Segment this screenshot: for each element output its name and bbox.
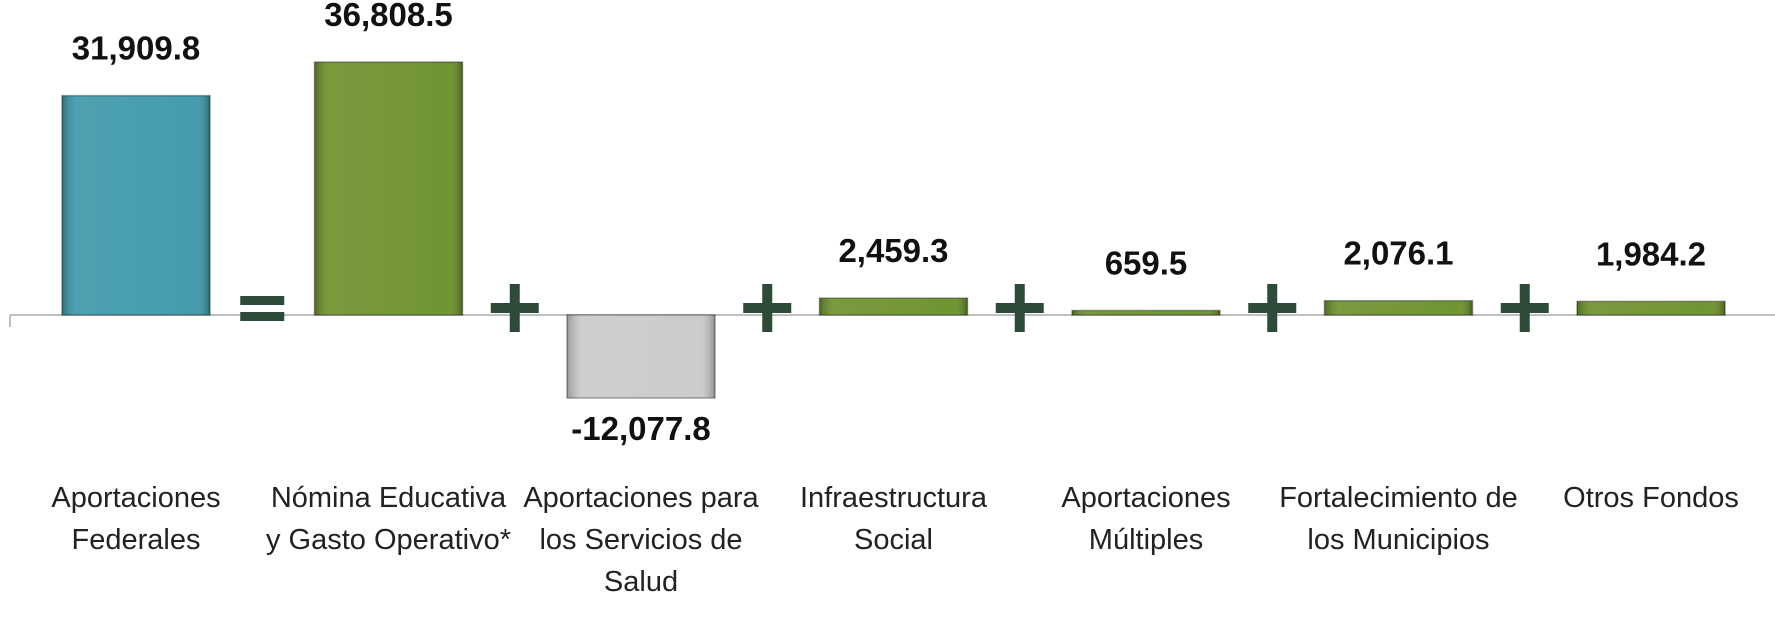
value-label: -12,077.8 xyxy=(571,410,710,447)
category-label: Fortalecimiento de los Municipios xyxy=(1279,482,1518,556)
plus-sign xyxy=(1014,284,1025,332)
category-label: Nómina Educativa y Gasto Operativo* xyxy=(266,482,511,556)
bar-bevel xyxy=(1072,310,1220,315)
value-label: 2,459.3 xyxy=(838,232,948,269)
bar-bevel xyxy=(567,315,715,399)
bar-bevel xyxy=(1577,301,1725,315)
category-label: Otros Fondos xyxy=(1563,482,1739,514)
equals-sign xyxy=(240,296,285,305)
value-label: 659.5 xyxy=(1105,244,1188,281)
plus-sign xyxy=(509,284,520,332)
plus-sign xyxy=(762,284,773,332)
bar-bevel xyxy=(314,62,463,315)
category-label: Aportaciones Múltiples xyxy=(1061,482,1231,556)
bar-bevel xyxy=(1324,300,1473,315)
plus-sign xyxy=(1267,284,1278,332)
value-label: 2,076.1 xyxy=(1343,235,1453,272)
category-label: Aportaciones Federales xyxy=(51,482,221,556)
category-label: Infraestructura Social xyxy=(800,482,987,556)
bar-bevel xyxy=(819,298,968,315)
category-label: Aportaciones para los Servicios de Salud xyxy=(523,482,759,598)
equals-sign xyxy=(240,312,285,321)
bar-bevel xyxy=(62,95,210,316)
value-label: 36,808.5 xyxy=(324,0,452,33)
plus-sign xyxy=(1519,284,1530,332)
value-label: 1,984.2 xyxy=(1596,235,1706,272)
value-label: 31,909.8 xyxy=(72,30,200,67)
